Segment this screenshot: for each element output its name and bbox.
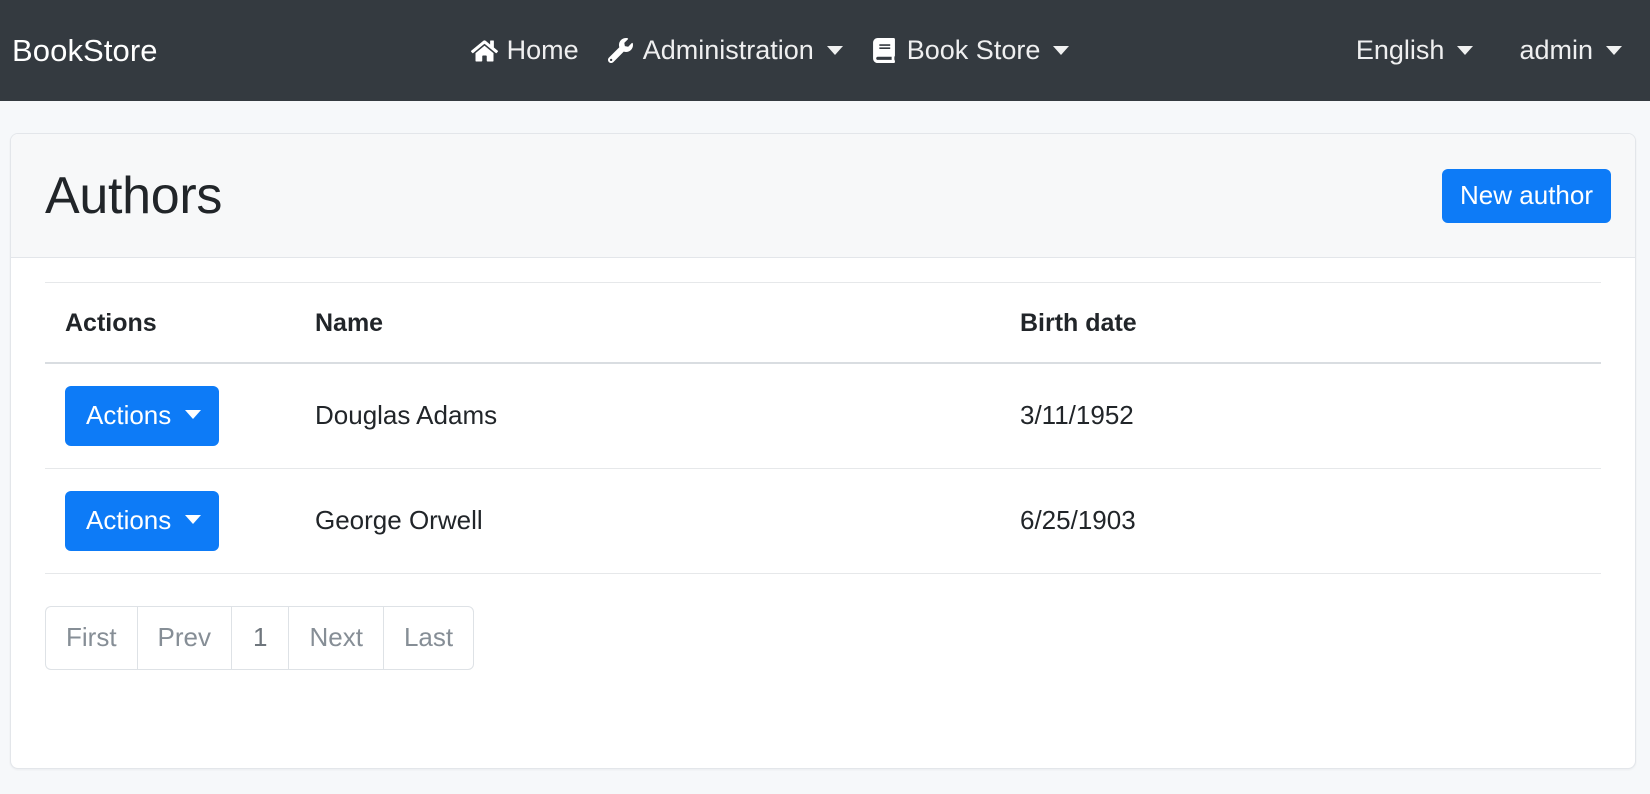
pagination: First Prev 1 Next Last [45,605,1601,670]
nav-item-home-label: Home [506,35,579,65]
primary-nav: Home Administration Book Store [470,35,1070,65]
page-container: Authors New author Actions Name Birth da… [0,101,1650,769]
user-menu[interactable]: admin [1519,37,1622,64]
book-icon [871,37,898,64]
chevron-down-icon [826,46,843,55]
row-actions-button-label: Actions [86,399,172,430]
column-header-actions[interactable]: Actions [45,282,295,364]
page-title: Authors [45,166,223,225]
pagination-last[interactable]: Last [382,605,475,670]
nav-item-administration[interactable]: Administration [607,37,843,64]
pagination-page-1[interactable]: 1 [231,605,289,670]
language-selector[interactable]: English [1356,37,1474,64]
pagination-prev[interactable]: Prev [136,605,232,670]
row-actions-cell: Actions [45,363,295,469]
authors-table: Actions Name Birth date Actions Dou [45,282,1601,574]
authors-card: Authors New author Actions Name Birth da… [10,133,1636,769]
table-row: Actions George Orwell 6/25/1903 [45,468,1601,574]
chevron-down-icon [185,515,202,524]
user-menu-label: admin [1519,35,1593,65]
wrench-icon [607,37,634,64]
row-actions-button-label: Actions [86,504,172,535]
column-header-name[interactable]: Name [295,282,1000,364]
chevron-down-icon [185,410,202,420]
row-actions-button[interactable]: Actions [65,385,220,446]
table-header-row: Actions Name Birth date [45,282,1601,364]
nav-item-administration-label: Administration [642,35,814,65]
row-actions-button[interactable]: Actions [65,490,220,551]
table-body: Actions Douglas Adams 3/11/1952 Actions [45,363,1601,574]
row-birth-date-cell: 6/25/1903 [1000,468,1601,574]
language-selector-label: English [1355,35,1445,65]
card-header: Authors New author [11,134,1635,258]
pagination-first[interactable]: First [45,605,137,670]
column-header-birth-date[interactable]: Birth date [1000,282,1601,364]
nav-item-book-store-label: Book Store [906,35,1041,65]
chevron-down-icon [1457,46,1474,55]
nav-item-home[interactable]: Home [470,35,579,65]
table-header: Actions Name Birth date [45,282,1601,364]
new-author-button[interactable]: New author [1442,168,1611,223]
top-navbar: BookStore Home Administration [0,0,1650,101]
row-birth-date-cell: 3/11/1952 [1000,363,1601,469]
nav-item-book-store[interactable]: Book Store [871,37,1070,64]
row-name-cell: Douglas Adams [295,363,1000,469]
home-icon [470,37,498,64]
chevron-down-icon [1606,46,1622,55]
pagination-next[interactable]: Next [288,605,383,670]
row-name-cell: George Orwell [295,468,1000,574]
row-actions-cell: Actions [45,468,295,574]
chevron-down-icon [1053,46,1070,55]
table-row: Actions Douglas Adams 3/11/1952 [45,363,1601,469]
brand-logo[interactable]: BookStore [12,33,158,68]
secondary-nav: English admin [1356,37,1636,64]
card-body: Actions Name Birth date Actions Dou [11,258,1635,670]
